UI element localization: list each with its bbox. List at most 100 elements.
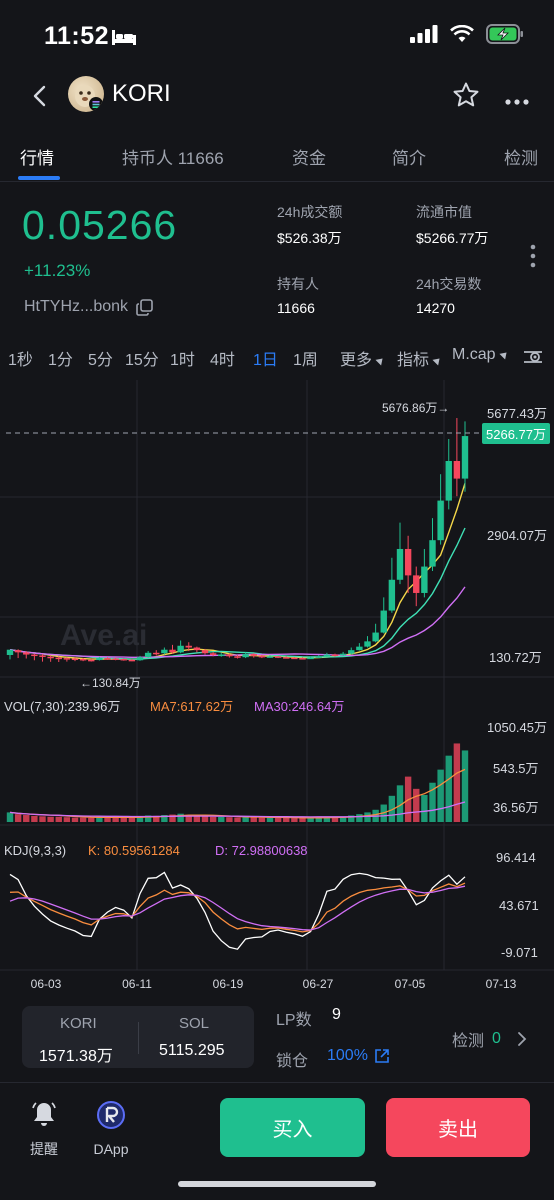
detect-label: 检测 [452,1033,485,1050]
contract-address[interactable]: HtTYHz...bonk [24,298,153,316]
volume-bar [323,816,331,822]
price-chart[interactable]: Ave.ai 5266.77万 5676.86万→ ←130.84万 5677.… [0,380,554,990]
tab-detect[interactable]: 检测 [504,149,538,168]
current-price: 0.05266 [22,202,178,248]
volume-bar [356,814,363,822]
volume-bar [55,816,62,822]
volume-bar [299,818,306,822]
price-axis-bottom: 130.72万 [489,650,542,665]
interval-1h[interactable]: 1时 [170,352,195,369]
liquidity-token-value: 1571.38万 [39,1048,113,1065]
indicator-menu[interactable]: 指标 [397,346,443,370]
stat-label: 24h成交额 [277,204,343,220]
candle-body [144,652,152,658]
candle-body [372,632,379,642]
more-vertical-icon [530,244,536,268]
volume-bar [104,816,111,822]
candle-body [404,548,412,576]
volume-bar [136,816,144,822]
current-price-tag-text: 5266.77万 [486,427,546,442]
volume-bar [201,816,209,822]
tab-bar: 行情 持币人 11666 资金 简介 检测 [0,136,554,182]
mcap-toggle[interactable]: M.cap [452,346,509,364]
interval-more[interactable]: 更多 [340,346,386,370]
volume-bar [177,813,184,822]
bell-icon [32,1102,56,1126]
tab-intro[interactable]: 简介 [392,149,426,168]
lock-link[interactable]: 100% [327,1047,390,1065]
candle-body [396,548,404,580]
kdj-axis-mid: 43.671 [499,898,539,913]
stat-volume: 24h成交额 $526.38万 [277,202,342,248]
nav-remind[interactable]: 提醒 [26,1100,62,1159]
interval-1d[interactable]: 1日 [253,352,278,369]
candle-body [461,436,469,479]
interval-1m[interactable]: 1分 [48,352,73,369]
interval-more-label: 更多 [340,352,373,369]
stat-label: 持有人 [277,276,319,292]
favorite-button[interactable] [452,81,480,114]
x-axis-ticks: 06-03 06-11 06-19 06-27 07-05 07-13 [31,977,517,990]
kdj-k-legend: K: 80.59561284 [88,843,180,858]
volume-bar [283,817,290,822]
candle-body [323,654,331,657]
tab-funds[interactable]: 资金 [292,149,326,168]
chevron-right-icon [518,1032,527,1046]
lock-label: 锁仓 [276,1053,309,1070]
detect-count: 0 [492,1030,501,1047]
sell-button[interactable]: 卖出 [386,1098,530,1157]
signal-icon [410,25,438,48]
volume-bar [185,815,192,822]
candle-body [348,650,355,654]
liquidity-sol-label: SOL [179,1015,210,1032]
lock-value: 100% [327,1047,368,1064]
copy-icon[interactable] [136,298,153,316]
status-time: 11:52 [44,22,110,50]
tab-holders[interactable]: 持币人 11666 [122,149,224,168]
x-tick-label: 06-27 [303,977,334,990]
interval-1w[interactable]: 1周 [293,352,318,369]
buy-button[interactable]: 买入 [220,1098,365,1157]
interval-15m[interactable]: 15分 [125,352,159,369]
interval-1s[interactable]: 1秒 [8,352,33,369]
volume-bar [161,815,168,822]
candle-body [380,610,387,633]
liquidity-card: KORI 1571.38万 SOL 5115.295 [22,1006,254,1068]
kdj-axis-bottom: -9.071 [501,945,538,960]
stat-value: $526.38万 [277,230,342,246]
stats-more-button[interactable] [530,244,536,273]
bottom-divider [0,1082,554,1083]
chart-settings-button[interactable] [522,346,544,373]
volume-bar [307,817,314,822]
candle-body [453,460,461,479]
price-change: +11.23% [24,261,91,280]
volume-bar [169,814,176,822]
vol-legend: VOL(7,30):239.96万 [4,699,120,714]
chart-grid [0,380,554,971]
more-button[interactable] [505,92,529,110]
interval-4h[interactable]: 4时 [210,352,235,369]
vol-ma7-legend: MA7:617.62万 [150,699,233,714]
candle-body [153,652,160,655]
coin-avatar [68,76,104,112]
x-tick-label: 06-11 [122,977,152,990]
back-button[interactable] [28,84,52,108]
volume-bar [6,812,14,822]
x-tick-label: 06-03 [31,977,62,990]
candle-body [421,566,428,593]
vol-axis-mid: 543.5万 [493,761,539,776]
volume-bar [331,816,339,822]
candle-body [291,657,298,660]
nav-dapp[interactable]: DApp [88,1100,134,1157]
more-horizontal-icon [505,99,529,105]
detect-link[interactable]: 检测 0 [452,1027,527,1051]
interval-5m[interactable]: 5分 [88,352,113,369]
volume-bar [364,812,371,822]
candle-body [437,500,444,541]
candle-body [71,658,79,661]
volume-bar [413,788,420,822]
tab-market[interactable]: 行情 [20,149,54,168]
volume-bar [226,817,233,822]
volume-bar [128,817,136,822]
stat-txns: 24h交易数 14270 [416,274,481,316]
